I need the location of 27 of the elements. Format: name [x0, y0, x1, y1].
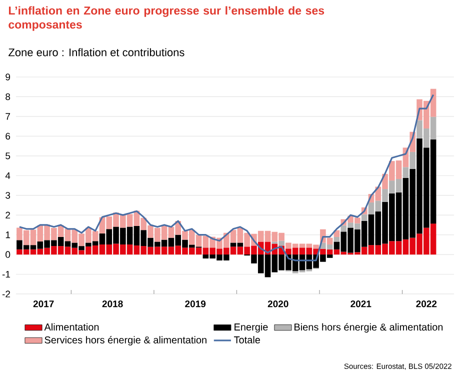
bar — [334, 236, 340, 242]
y-tick-label: 5 — [6, 152, 10, 160]
x-tick-label: 2020 — [268, 300, 288, 308]
x-tick-label: 2021 — [350, 300, 372, 308]
y-tick-label: 8 — [6, 93, 10, 100]
y-tick-label: 9 — [6, 74, 10, 80]
y-tick-label: 6 — [6, 132, 10, 140]
legend-label: Totale — [234, 336, 260, 344]
bar — [361, 214, 368, 221]
y-tick-label: -1 — [2, 270, 10, 278]
y-tick-label: 1 — [6, 232, 10, 238]
y-tick-label: 7 — [6, 113, 10, 120]
x-tick-label: 2022 — [416, 300, 437, 308]
chart-subtitle: Zone euro : Inflation et contributions — [8, 48, 184, 56]
y-tick-label: 3 — [6, 192, 10, 199]
legend-label: Services hors énergie & alimentation — [44, 336, 206, 346]
y-tick-label: -2 — [2, 290, 10, 298]
y-tick-label: 4 — [5, 172, 10, 179]
legend-label: Biens hors énergie & alimentation — [294, 323, 443, 333]
legend-label: Alimentation — [44, 323, 99, 331]
x-tick-label: 2018 — [102, 300, 123, 308]
x-tick-label: 2017 — [33, 300, 54, 308]
x-tick-label: 2019 — [185, 300, 206, 308]
legend-label: Energie — [234, 323, 268, 333]
y-tick-label: 2 — [6, 212, 10, 218]
chart-title: L’inflation en Zone euro progresse sur l’ensemble de ses composantes — [8, 6, 324, 31]
y-tick-label: 0 — [6, 251, 10, 258]
